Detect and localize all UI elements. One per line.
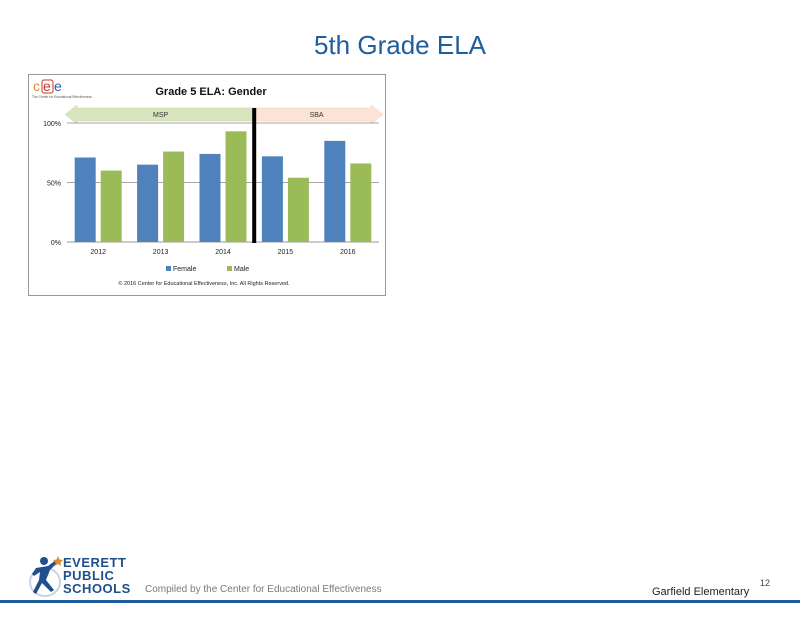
period-label-msp: MSP [153, 112, 169, 119]
x-tick-label: 2012 [90, 249, 106, 256]
bar-male-2013 [163, 151, 185, 242]
period-bands: MSP SBA [64, 104, 384, 125]
y-tick-label: 0% [51, 240, 61, 247]
bar-male-2014 [225, 131, 247, 242]
page-number: 12 [760, 578, 771, 588]
period-band-sba [253, 104, 384, 125]
bar-female-2014 [199, 153, 221, 242]
x-tick-label: 2013 [153, 249, 169, 256]
axis-labels: 0% 50% 100% 2012 2013 2014 2015 2016 [43, 121, 356, 256]
chart-legend: Female Male [166, 266, 249, 273]
chart-title: Grade 5 ELA: Gender [155, 86, 267, 98]
logo-line-2: PUBLIC [63, 568, 115, 583]
bar-female-2013 [137, 164, 159, 242]
x-tick-label: 2015 [278, 249, 294, 256]
cee-logo-letter-c: c [33, 78, 40, 94]
compiled-by-text: Compiled by the Center for Educational E… [145, 584, 382, 595]
bar-male-2016 [350, 163, 372, 242]
legend-label-female: Female [173, 266, 196, 273]
logo-line-1: EVERETT [63, 555, 127, 570]
x-tick-label: 2016 [340, 249, 356, 256]
x-tick-label: 2014 [215, 249, 231, 256]
y-tick-label: 100% [43, 121, 61, 128]
bar-male-2012 [100, 170, 122, 242]
legend-swatch-female [166, 266, 171, 271]
running-figure-icon [29, 556, 63, 597]
bar-male-2015 [287, 177, 309, 242]
slide-title: 5th Grade ELA [314, 30, 486, 60]
y-tick-label: 50% [47, 181, 61, 188]
cee-logo: c e e The Center for Educational Effecti… [32, 78, 92, 99]
bar-chart: c e e The Center for Educational Effecti… [32, 78, 384, 287]
bar-female-2012 [74, 157, 96, 242]
footer-rule [0, 600, 800, 603]
bar-female-2015 [261, 156, 283, 242]
cee-logo-letter-e2: e [54, 78, 62, 94]
period-label-sba: SBA [310, 112, 324, 119]
logo-line-3: SCHOOLS [63, 581, 131, 596]
cee-logo-letter-e1: e [43, 78, 51, 94]
legend-swatch-male [227, 266, 232, 271]
everett-public-schools-logo [28, 552, 138, 602]
bar-female-2016 [324, 140, 346, 242]
chart-copyright: © 2016 Center for Educational Effectiven… [118, 280, 290, 287]
bar-series [74, 108, 372, 243]
chart-panel: c e e The Center for Educational Effecti… [28, 74, 386, 296]
school-name: Garfield Elementary [652, 586, 750, 598]
logo-wordmark: EVERETT PUBLIC SCHOOLS [63, 556, 131, 595]
legend-label-male: Male [234, 266, 249, 273]
cee-logo-tagline: The Center for Educational Effectiveness [32, 95, 92, 99]
